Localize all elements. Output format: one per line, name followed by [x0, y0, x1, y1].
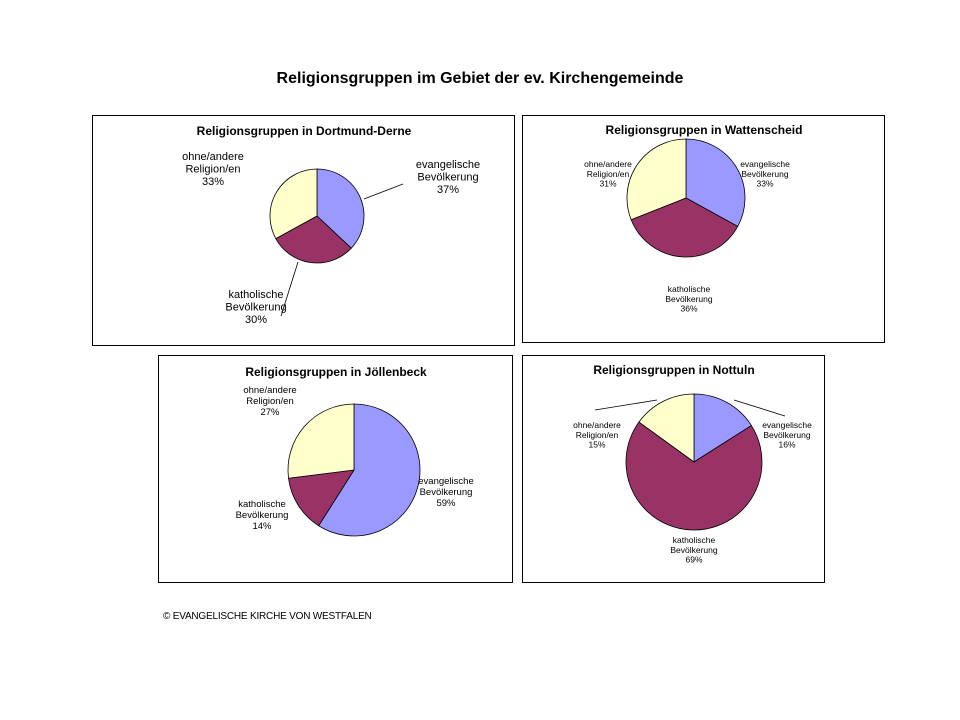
label-katholisch: katholische Bevölkerung 36% — [665, 284, 713, 314]
slice-katholisch — [288, 469, 355, 527]
slice-evangelisch — [316, 168, 365, 249]
chart-title: Religionsgruppen in Jöllenbeck — [245, 365, 427, 379]
slice-ohne — [287, 403, 355, 479]
slice-katholisch — [275, 215, 352, 264]
label-ohne: ohne/andere Religion/en 27% — [243, 385, 296, 418]
slice-ohne — [626, 138, 687, 221]
label-katholisch: katholische Bevölkerung 69% — [670, 535, 718, 565]
pie-chart-joellenbeck: Religionsgruppen in Jöllenbeck evangelisc… — [158, 355, 513, 583]
pie-chart-dortmund-derne: Religionsgruppen in Dortmund-Derne evange… — [92, 115, 515, 346]
label-katholisch: katholische Bevölkerung 30% — [225, 289, 286, 326]
label-evangelisch: evangelische Bevölkerung 16% — [762, 420, 812, 450]
chart-title: Religionsgruppen in Wattenscheid — [606, 123, 803, 137]
pie-chart-wattenscheid: Religionsgruppen in Wattenscheid evangeli… — [522, 115, 885, 343]
leader-line — [280, 261, 299, 317]
pie-chart-nottuln: Religionsgruppen in Nottuln evangelische B… — [522, 355, 825, 583]
slice-evangelisch — [685, 138, 746, 227]
leader-line — [363, 183, 404, 200]
page-title: Religionsgruppen im Gebiet der ev. Kirch… — [276, 70, 684, 87]
pie-chart-svg: Religionsgruppen in Wattenscheid evangeli… — [584, 123, 803, 314]
slice-evangelisch — [693, 393, 752, 463]
label-ohne: ohne/andere Religion/en 33% — [182, 151, 244, 188]
leader-line — [733, 399, 786, 417]
slice-katholisch — [630, 197, 739, 258]
pie-chart-svg: Religionsgruppen in Dortmund-Derne evange… — [182, 124, 480, 326]
label-ohne: ohne/andere Religion/en 15% — [573, 420, 621, 450]
slice-katholisch — [625, 421, 763, 531]
chart-title: Religionsgruppen in Nottuln — [593, 363, 754, 377]
chart-title: Religionsgruppen in Dortmund-Derne — [197, 124, 412, 138]
slice-ohne — [638, 393, 695, 463]
slice-ohne — [269, 168, 318, 240]
label-evangelisch: evangelische Bevölkerung 37% — [416, 159, 480, 196]
leader-line — [594, 399, 658, 411]
pie-chart-svg: Religionsgruppen in Jöllenbeck evangelisc… — [236, 365, 474, 537]
label-ohne: ohne/andere Religion/en 31% — [584, 159, 632, 189]
copyright-footer: © EVANGELISCHE KIRCHE VON WESTFALEN — [163, 611, 372, 622]
label-evangelisch: evangelische Bevölkerung 59% — [418, 476, 473, 509]
label-katholisch: katholische Bevölkerung 14% — [236, 499, 289, 532]
label-evangelisch: evangelische Bevölkerung 33% — [740, 159, 790, 189]
slice-evangelisch — [318, 403, 421, 537]
pie-chart-svg: Religionsgruppen in Nottuln evangelische B… — [573, 363, 812, 565]
